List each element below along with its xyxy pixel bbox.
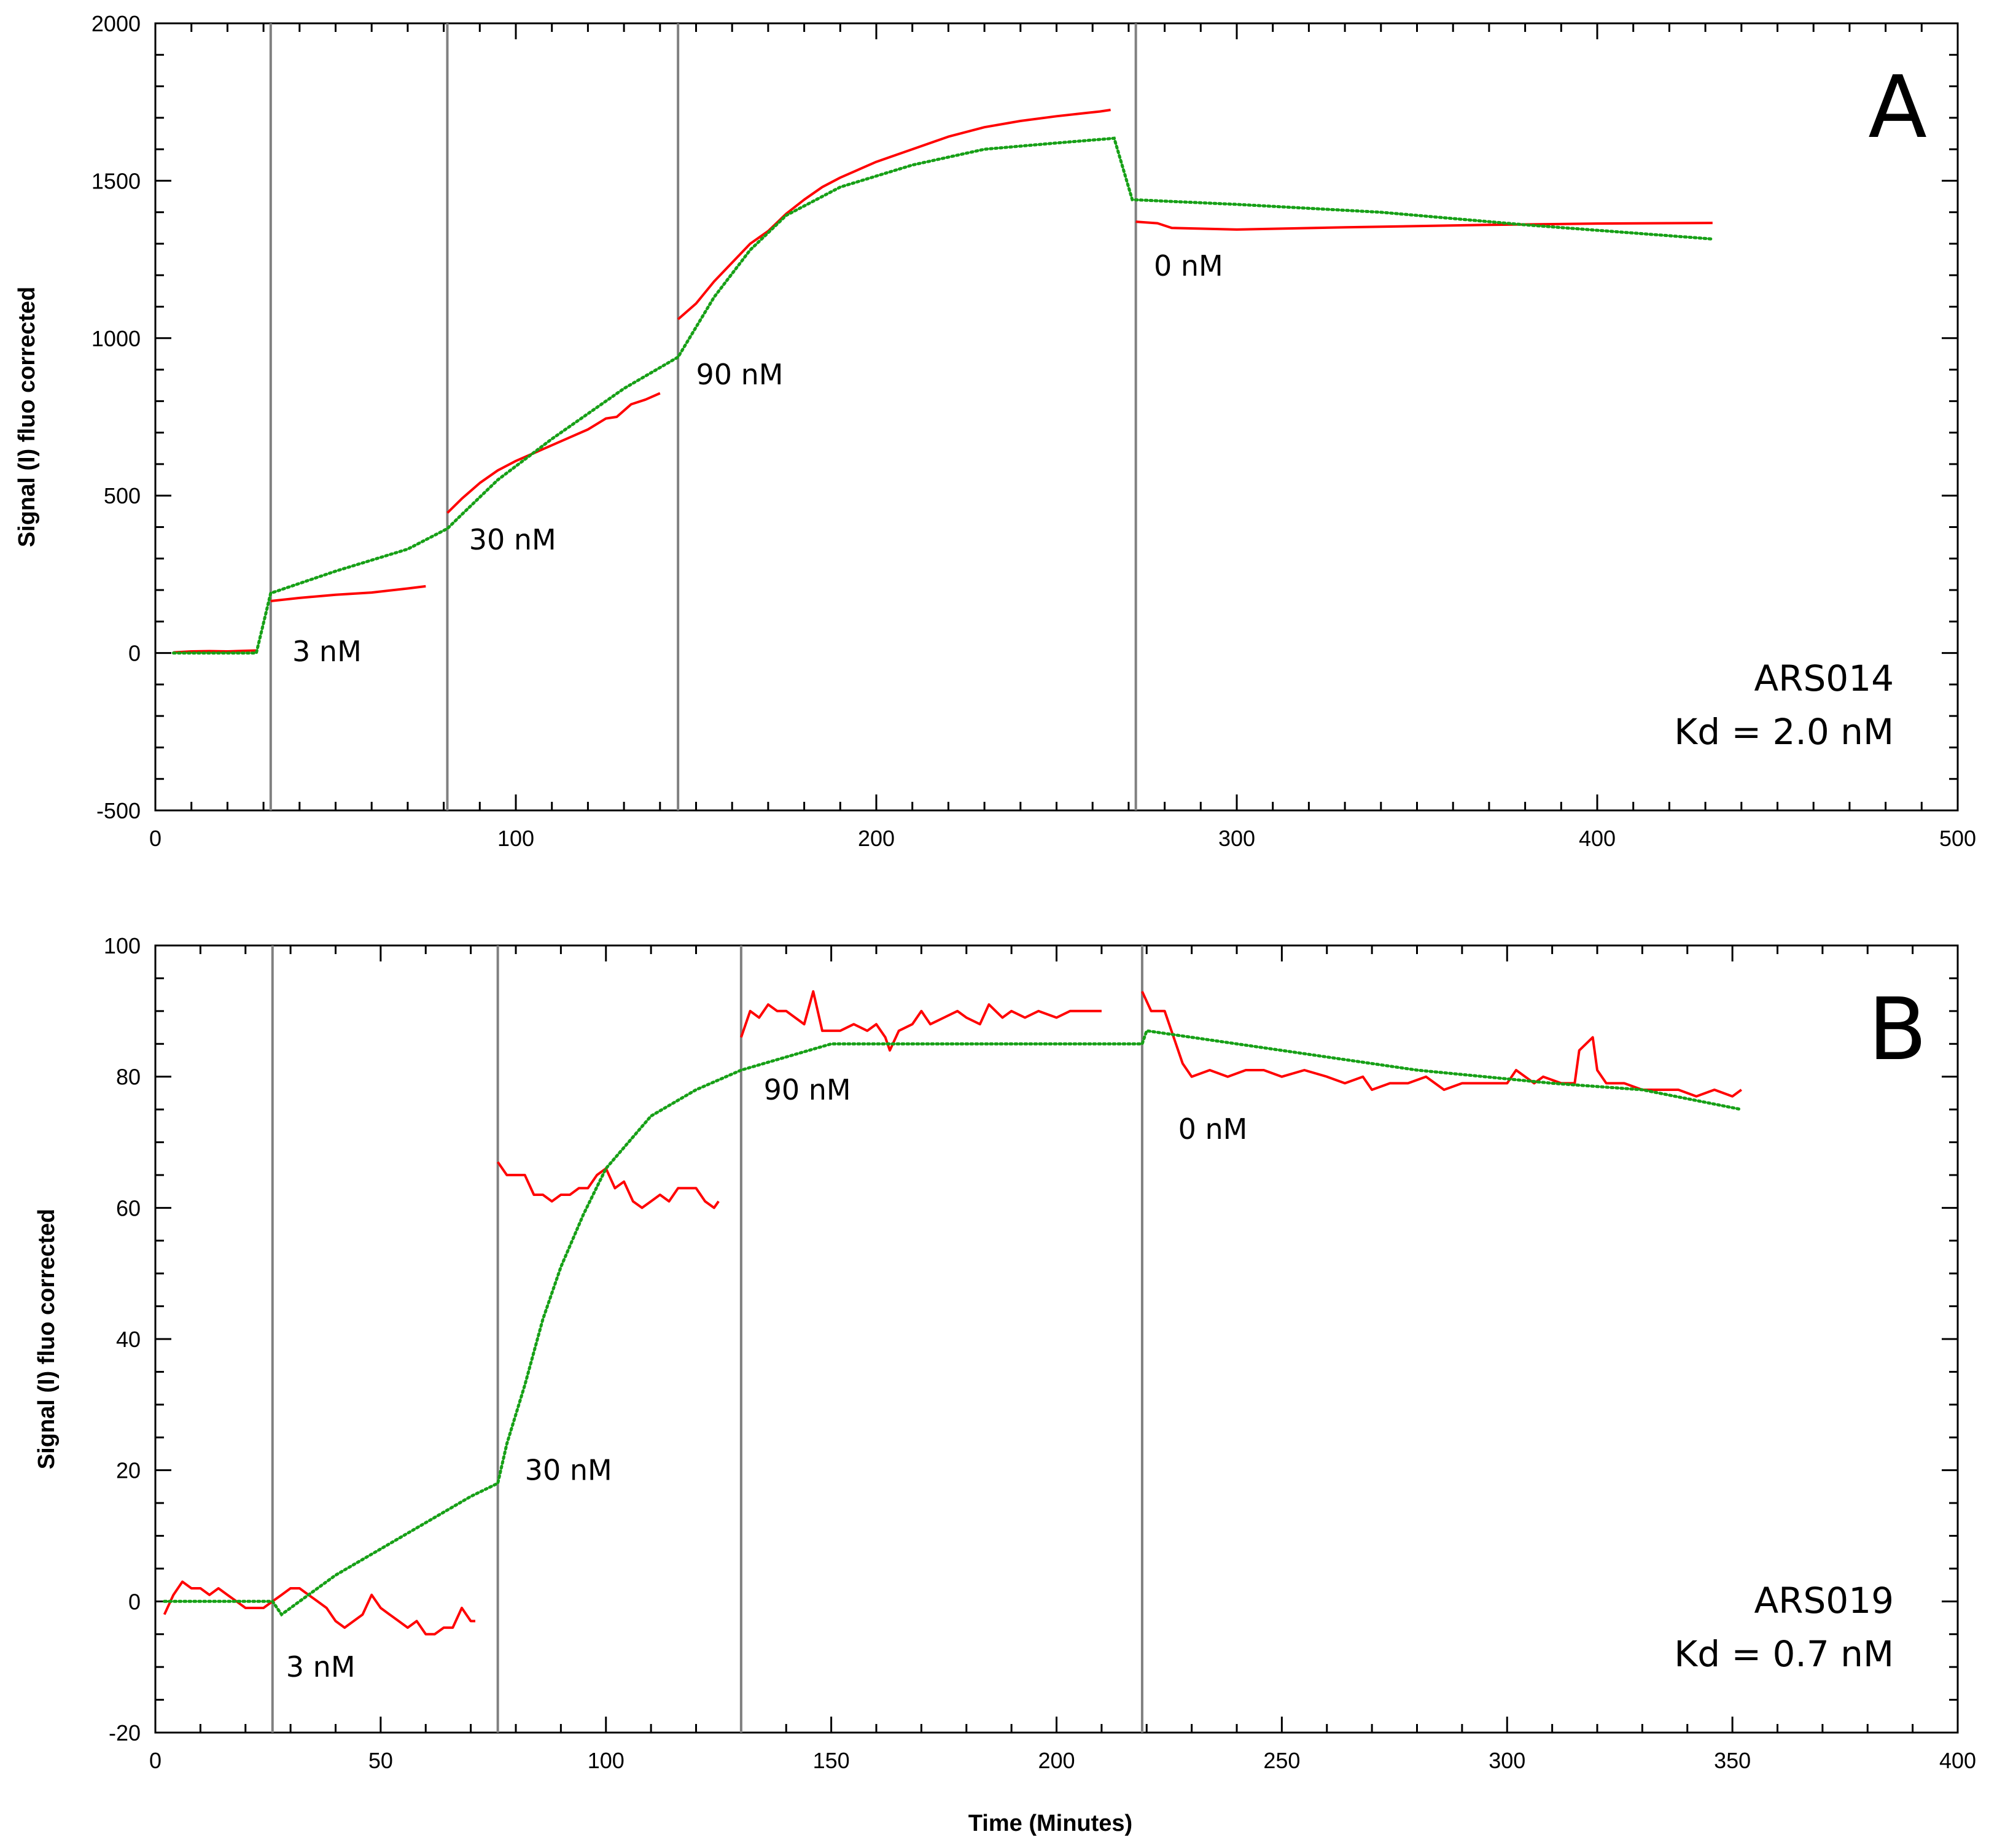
x-tick-label: 350 (1714, 1748, 1751, 1773)
y-tick-label: 100 (104, 933, 141, 958)
concentration-label: 30 nM (525, 1454, 612, 1487)
data-line (1141, 990, 1742, 1098)
x-tick-label: 50 (368, 1748, 393, 1773)
y-tick-label: 40 (116, 1327, 141, 1352)
y-tick-label: 1500 (91, 168, 141, 193)
y-tick-label: 500 (104, 483, 141, 508)
x-tick-label: 0 (149, 826, 162, 851)
concentration-label: 0 nM (1154, 249, 1223, 282)
x-tick-label: 100 (497, 826, 534, 851)
plot-frame (154, 944, 1959, 1734)
concentration-label: 3 nM (292, 635, 362, 668)
chart-panel-b: 0 50 100 150 200 250 300 350 400 -20 0 20 40 60 80 100 S… (34, 933, 1976, 1836)
concentration-label: 3 nM (286, 1650, 356, 1683)
concentration-label: 30 nM (469, 523, 556, 556)
y-axis-title: Signal (I) fluo corrected (34, 1209, 60, 1469)
concentration-label: 90 nM (764, 1073, 851, 1106)
data-line (496, 1161, 720, 1209)
data-line (163, 1580, 475, 1636)
data-line (740, 990, 1102, 1052)
kd-value: Kd = 0.7 nM (1674, 1633, 1894, 1675)
compound-name: ARS019 (1754, 1580, 1894, 1621)
x-axis-title: Time (Minutes) (968, 1811, 1132, 1836)
x-tick-label: 400 (1939, 1748, 1976, 1773)
y-tick-label: 60 (116, 1195, 141, 1221)
chart-panel-a: 0 100 200 300 400 500 -500 0 500 1000 1500 2000 Sign… (14, 11, 1976, 851)
y-tick-label: 2000 (91, 11, 141, 36)
y-tick-label: 1000 (91, 326, 141, 351)
x-tick-label: 200 (1038, 1748, 1075, 1773)
panel-letter: B (1868, 980, 1927, 1080)
y-tick-label: 20 (116, 1458, 141, 1483)
x-tick-label: 250 (1263, 1748, 1300, 1773)
y-tick-label: -500 (96, 798, 141, 823)
concentration-label: 0 nM (1178, 1112, 1248, 1146)
data-line (270, 584, 426, 602)
y-axis-title: Signal (I) fluo corrected (14, 287, 40, 547)
panel-letter: A (1868, 58, 1927, 158)
data-line (446, 392, 661, 514)
kd-value: Kd = 2.0 nM (1674, 711, 1894, 753)
y-tick-label: -20 (109, 1720, 141, 1745)
x-tick-label: 100 (588, 1748, 625, 1773)
x-tick-label: 200 (858, 826, 895, 851)
y-tick-label: 0 (128, 1589, 141, 1614)
data-line (677, 109, 1111, 320)
y-tick-label: 80 (116, 1065, 141, 1090)
compound-name: ARS014 (1754, 658, 1894, 699)
fit-line (171, 136, 1715, 655)
concentration-label: 90 nM (696, 358, 784, 391)
x-tick-label: 400 (1579, 826, 1616, 851)
x-tick-label: 0 (149, 1748, 162, 1773)
x-tick-label: 300 (1218, 826, 1255, 851)
data-line (1135, 220, 1713, 231)
y-tick-label: 0 (128, 641, 141, 666)
x-tick-label: 150 (813, 1748, 850, 1773)
x-tick-label: 300 (1489, 1748, 1525, 1773)
plot-frame (154, 22, 1959, 812)
x-tick-label: 500 (1939, 826, 1976, 851)
fit-line (163, 1029, 1743, 1617)
